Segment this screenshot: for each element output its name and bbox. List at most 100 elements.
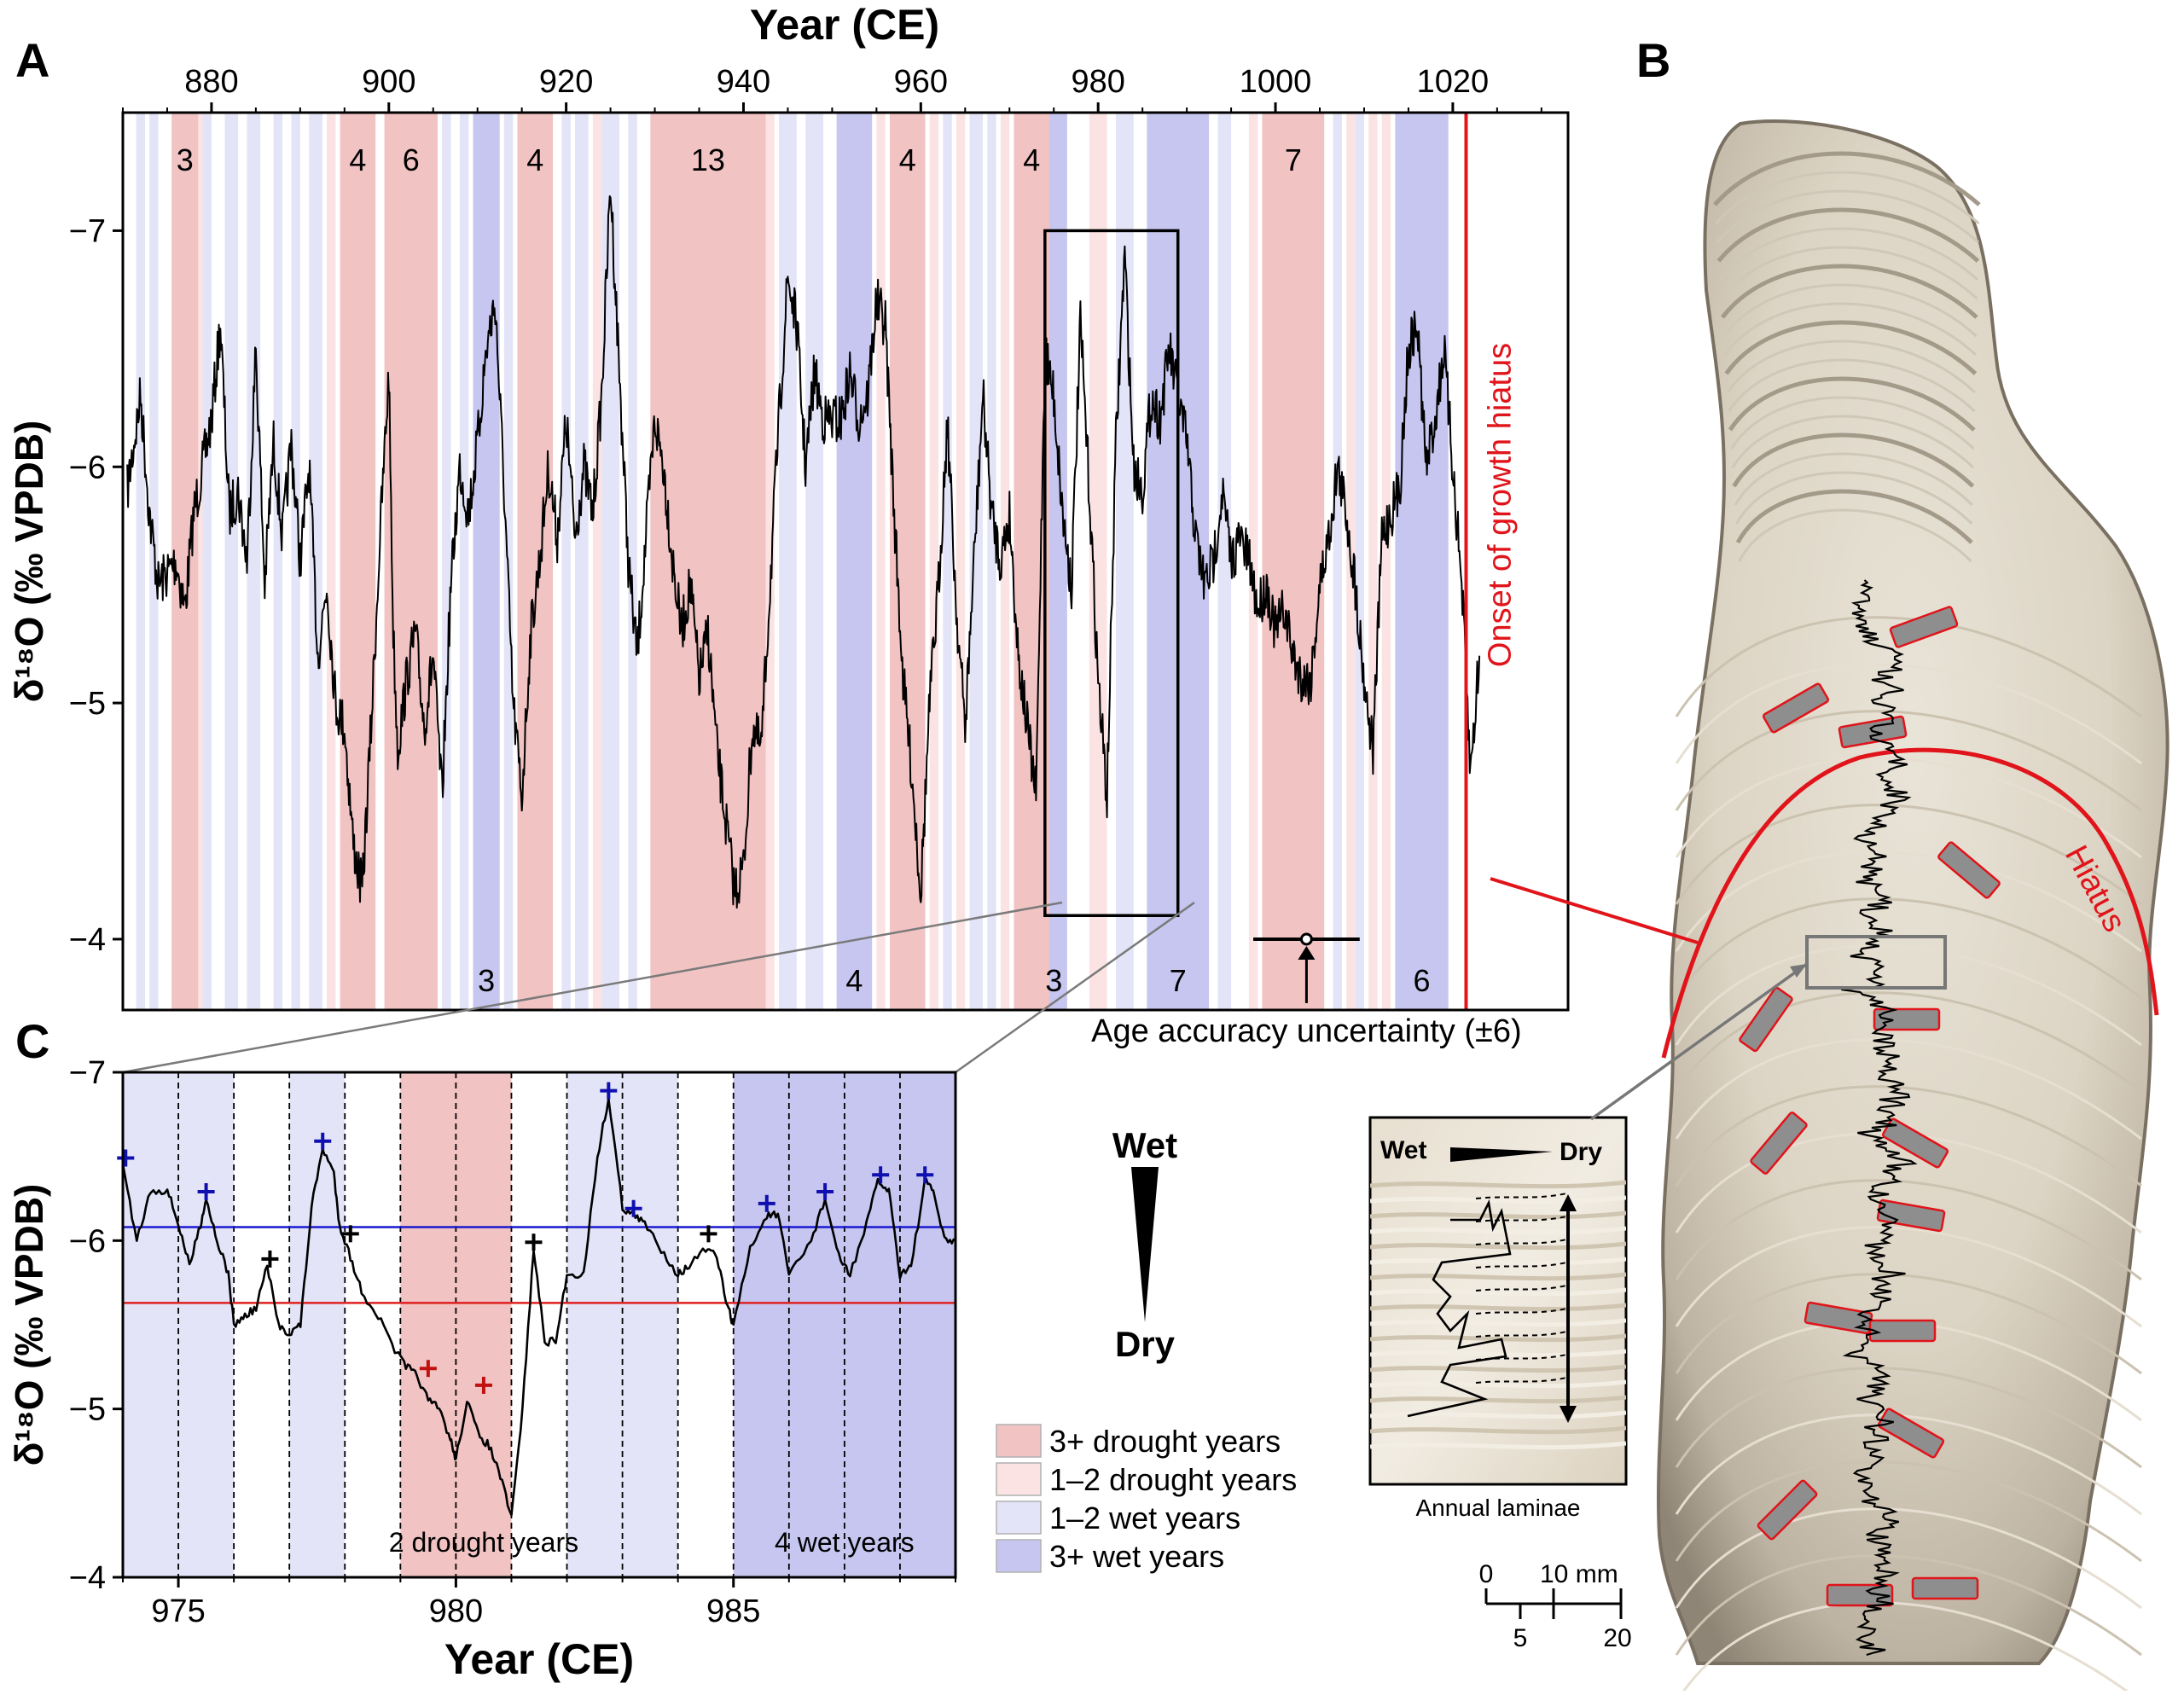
panel-c-annotation: 4 wet years <box>775 1527 915 1558</box>
panel-a-shade-drought-1-2 <box>876 113 886 1010</box>
zoom-connector-right <box>955 901 1195 1074</box>
growth-band <box>1675 1460 2142 1563</box>
panel-a-shade-wet-1-2 <box>136 113 145 1010</box>
panel-c-markers <box>117 1082 934 1394</box>
panel-a-shade-drought-3plus <box>517 113 554 1010</box>
sample-slot <box>1739 986 1793 1053</box>
sample-slot <box>1826 1583 1894 1607</box>
inset-lamina <box>1370 1210 1626 1220</box>
panel-a-shade-drought-1-2 <box>327 113 336 1010</box>
panel-a-shade-wet-1-2 <box>969 113 984 1010</box>
zoom-connector-left <box>122 901 1063 1074</box>
panel-a-shade-wet-1-2 <box>224 113 239 1010</box>
legend-label: 3+ drought years <box>1049 1424 1281 1459</box>
inset-lamina-guide <box>1475 1331 1567 1338</box>
inset-laminae-bands <box>1370 1180 1626 1450</box>
inset-lamina <box>1370 1180 1626 1189</box>
growth-band <box>1675 710 2142 812</box>
inset-lamina-guide <box>1475 1308 1567 1315</box>
inset-lamina <box>1370 1241 1626 1251</box>
panel-a-series <box>126 195 1481 909</box>
growth-band <box>1718 227 1979 282</box>
growth-band <box>1735 471 1973 525</box>
inset-connector <box>1589 962 1809 1121</box>
panel-a-shade-drought-1-2 <box>929 113 939 1010</box>
growth-band <box>1715 171 1980 225</box>
panel-a-event-shading <box>136 113 1449 1010</box>
panel-a-shade-wet-1-2 <box>442 113 451 1010</box>
panel-a-shade-wet-1-2 <box>601 113 619 1010</box>
panel-c-series-line <box>123 1097 956 1517</box>
panel-a-shade-wet-1-2 <box>202 113 212 1010</box>
panel-a-shade-wet-1-2 <box>943 113 952 1010</box>
panel-a-y-tick-label: −6 <box>69 450 106 485</box>
panel-a-event-count: 6 <box>1414 963 1431 998</box>
stalagmite-hiatus-line <box>1661 747 2159 1059</box>
inset-lamina-guide <box>1475 1193 1567 1199</box>
inset-lamina <box>1370 1272 1626 1281</box>
panel-a-shade-drought-3plus <box>889 113 926 1010</box>
panel-a-shade-wet-1-2 <box>805 113 824 1010</box>
panel-a-shade-wet-3plus <box>473 113 500 1010</box>
inset-wet-label: Wet <box>1380 1136 1426 1164</box>
wet-dry-scale-bottom: Dry <box>1115 1324 1176 1364</box>
panel-a-x-tick-label: 1020 <box>1417 64 1490 100</box>
panel-a-x-tick-label: 1000 <box>1240 64 1312 100</box>
inset-lamina-guide <box>1475 1239 1567 1245</box>
inset-connector-arrowhead <box>1790 964 1807 978</box>
panel-a-event-count: 4 <box>349 142 366 177</box>
wet-dry-scale: Wet Dry <box>1112 1125 1177 1364</box>
stalagmite-growth-bands <box>1675 151 2142 1695</box>
panel-a-y-axis-title: δ¹⁸O (‰ VPDB) <box>7 421 51 703</box>
panel-label-b: B <box>1636 33 1670 87</box>
panel-a-axes: 880 900 920 940 960 980 1000 1020 −7 −6 −5 −4 <box>69 64 1542 958</box>
panel-a-shade-wet-3plus <box>1395 113 1449 1010</box>
panel-a-shade-wet-1-2 <box>628 113 637 1010</box>
inset-caption: Annual laminae <box>1415 1495 1580 1521</box>
scale-bar-label-5: 5 <box>1513 1624 1528 1652</box>
growth-band <box>1721 264 1978 319</box>
panel-a-shade-drought-1-2 <box>1000 113 1010 1010</box>
panel-a-event-count: 6 <box>403 142 420 177</box>
growth-band <box>1675 1226 2142 1328</box>
growth-band <box>1716 207 1980 263</box>
growth-band <box>1722 283 1978 338</box>
panel-a-x-axis-title: Year (CE) <box>750 1 939 49</box>
panel-c-axes: 975 980 985 −7 −6 −5 −4 <box>69 1055 956 1629</box>
growth-band <box>1675 804 2142 906</box>
panel-a-chart: 3 4 6 4 13 4 4 7 3 4 3 7 6 Onset of growth hiatus Ag… <box>7 1 1570 1049</box>
age-uncertainty-point <box>1299 932 1313 946</box>
panel-label-a: A <box>15 33 49 87</box>
panel-a-shade-wet-1-2 <box>561 113 571 1010</box>
scale-bar-label-0: 0 <box>1479 1560 1494 1588</box>
growth-band <box>1675 1085 2142 1187</box>
legend-label: 1–2 drought years <box>1049 1462 1297 1497</box>
panel-a-shade-wet-1-2 <box>987 113 996 1010</box>
panel-c-y-tick-label: −5 <box>69 1392 106 1428</box>
inset-lamina <box>1370 1379 1626 1389</box>
inset-dry-label: Dry <box>1560 1138 1602 1166</box>
panel-a-shade-drought-1-2 <box>592 113 602 1010</box>
inset-lamina <box>1370 1226 1626 1235</box>
panel-a-shade-wet-3plus <box>836 113 873 1010</box>
panel-a-shade-drought-1-2 <box>1089 113 1107 1010</box>
scale-bar: 0 10 mm 5 20 <box>1479 1560 1632 1652</box>
panel-a-shade-drought-1-2 <box>1381 113 1391 1010</box>
panel-a-shade-wet-1-2 <box>309 113 322 1010</box>
panel-a-x-tick-label: 920 <box>539 64 593 100</box>
growth-band <box>1730 396 1975 450</box>
panel-c-frame <box>121 1071 957 1579</box>
growth-band <box>1675 944 2142 1047</box>
wet-dry-scale-top: Wet <box>1112 1125 1177 1165</box>
legend-swatch-drought-1-2 <box>996 1462 1042 1496</box>
panel-a-event-count: 7 <box>1170 963 1187 998</box>
growth-band <box>1720 246 1978 300</box>
inset-lamina <box>1370 1395 1626 1404</box>
panel-c-year-boundaries <box>177 1072 901 1577</box>
growth-band <box>1675 1273 2142 1375</box>
panel-c-x-axis-title: Year (CE) <box>444 1635 634 1683</box>
panel-a-y-tick-label: −5 <box>69 686 106 722</box>
panel-c-y-tick-label: −4 <box>69 1560 106 1596</box>
sample-slot <box>1889 606 1959 648</box>
